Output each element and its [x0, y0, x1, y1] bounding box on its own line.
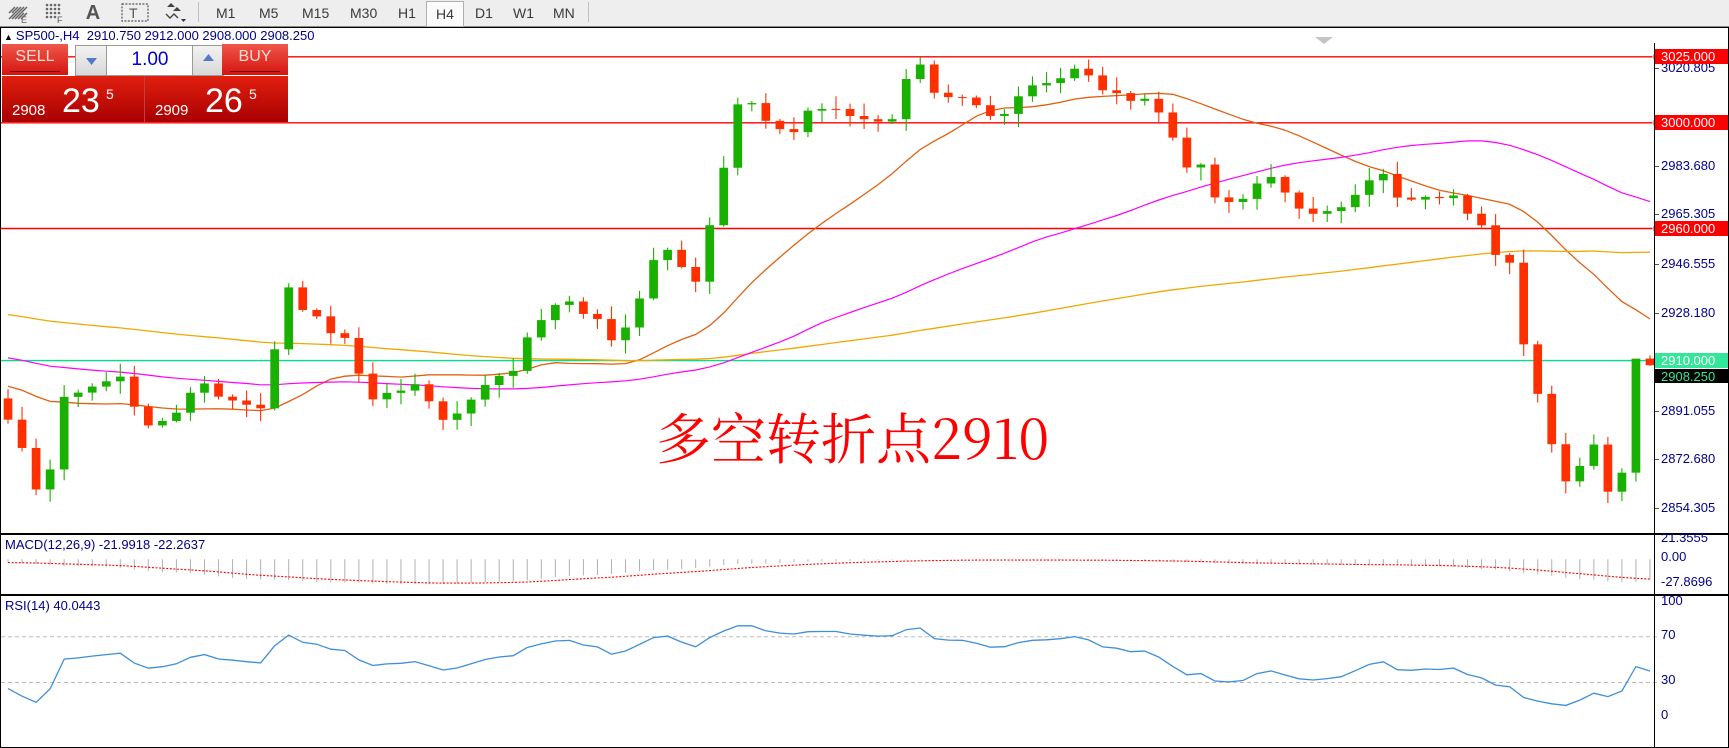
- svg-text:T: T: [129, 5, 138, 21]
- svg-text:E: E: [21, 15, 27, 24]
- svg-text:F: F: [57, 15, 63, 24]
